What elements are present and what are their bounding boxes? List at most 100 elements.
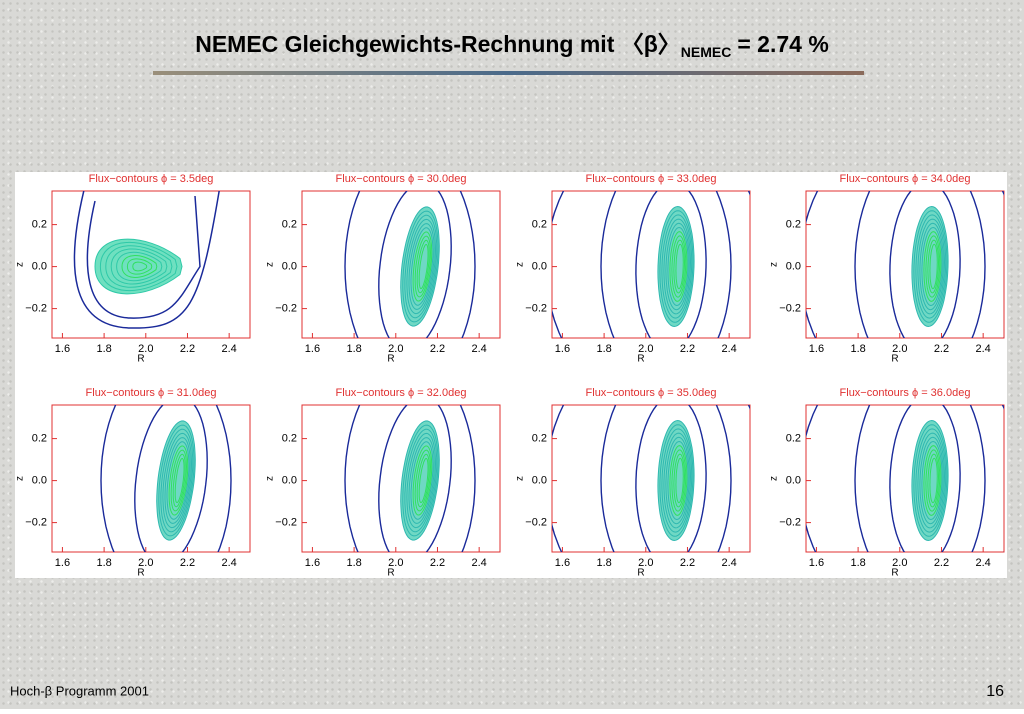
x-axis-label: R [137, 568, 144, 579]
flux-surface [166, 441, 190, 520]
y-tick-label: 0.0 [786, 475, 801, 487]
flux-plot: Flux−contours ϕ = 33.0deg 1.6 1.8 2.0 2.2 2.4… [515, 173, 751, 365]
flux-surface [121, 255, 158, 278]
flux-surface [99, 241, 178, 292]
title-text: NEMEC Gleichgewichts-Rechnung mit 〈β〉 [195, 31, 681, 57]
flux-surface [921, 440, 943, 521]
x-tick-label: 1.8 [850, 343, 865, 355]
flux-surface [404, 428, 438, 533]
contours [344, 191, 476, 338]
flux-surface [667, 440, 689, 521]
x-tick-label: 2.2 [430, 343, 445, 355]
x-axis-label: R [387, 568, 394, 579]
plot-title: Flux−contours ϕ = 31.0deg [86, 387, 217, 399]
x-tick-label: 1.8 [850, 557, 865, 569]
flux-surface [915, 428, 947, 533]
y-tick-label: 0.0 [32, 475, 47, 487]
flux-surface [416, 239, 430, 294]
flux-surface [406, 432, 437, 529]
flux-surface [158, 424, 195, 537]
flux-surface [929, 243, 938, 290]
flux-surface [412, 231, 433, 302]
flux-surface [416, 453, 430, 508]
x-tick-label: 2.0 [388, 343, 403, 355]
flux-surface [673, 453, 685, 508]
flux-plot: Flux−contours ϕ = 35.0deg 1.6 1.8 2.0 2.2 2.4… [515, 387, 751, 579]
y-tick-label: 0.0 [532, 261, 547, 273]
plot-title: Flux−contours ϕ = 30.0deg [336, 173, 467, 185]
flux-surface [164, 437, 191, 524]
outer-contour [134, 405, 208, 552]
y-tick-label: 0.2 [32, 219, 47, 231]
x-tick-label: 2.2 [180, 343, 195, 355]
plot-frame [301, 404, 501, 553]
flux-surface [661, 428, 693, 533]
y-tick-label: −0.2 [275, 517, 297, 529]
outer-contour [889, 405, 961, 552]
flux-surface [418, 244, 429, 289]
x-tick-label: 2.2 [934, 343, 949, 355]
flux-surface [418, 458, 429, 503]
outer-contour [854, 405, 986, 552]
flux-plot: Flux−contours ϕ = 32.0deg 1.6 1.8 2.0 2.2 2.4… [265, 387, 501, 579]
x-tick-label: 2.2 [934, 557, 949, 569]
x-axis-label: R [637, 568, 644, 579]
y-tick-label: 0.2 [282, 219, 297, 231]
flux-surface [414, 235, 432, 298]
y-tick-label: 0.2 [532, 219, 547, 231]
y-tick-label: 0.0 [532, 475, 547, 487]
flux-surface [919, 222, 944, 311]
x-tick-label: 2.0 [638, 557, 653, 569]
flux-surface [168, 445, 189, 516]
y-tick-label: −0.2 [525, 303, 547, 315]
x-tick-label: 1.8 [96, 343, 111, 355]
flux-surface [925, 449, 941, 512]
x-tick-label: 2.4 [222, 343, 237, 355]
x-tick-label: 1.6 [55, 557, 70, 569]
x-tick-label: 2.2 [680, 557, 695, 569]
y-tick-label: 0.2 [32, 433, 47, 445]
flux-surface [671, 449, 687, 512]
outer-contour [600, 191, 732, 338]
x-axis-label: R [387, 354, 394, 365]
x-tick-label: 2.0 [388, 557, 403, 569]
x-tick-label: 1.8 [346, 557, 361, 569]
outer-contour [889, 191, 961, 338]
flux-surface [402, 210, 439, 323]
flux-plot: Flux−contours ϕ = 31.0deg 1.6 1.8 2.0 2.2 2.4… [15, 387, 251, 579]
flux-surface [925, 235, 941, 298]
flux-surface [414, 449, 432, 512]
outer-contour [344, 405, 476, 552]
plot-title: Flux−contours ϕ = 3.5deg [89, 173, 214, 185]
page-number: 16 [986, 683, 1004, 700]
x-tick-label: 1.6 [809, 343, 824, 355]
flux-surface [673, 239, 685, 294]
flux-surface [929, 457, 938, 504]
flux-surface [663, 218, 692, 315]
flux-surface [919, 436, 944, 525]
flux-surface [921, 226, 943, 307]
flux-surface [661, 214, 693, 319]
flux-surface [170, 449, 188, 512]
flux-surface [923, 231, 942, 302]
flux-surface [410, 441, 434, 520]
x-tick-label: 2.4 [722, 557, 737, 569]
flux-surface [110, 248, 168, 285]
flux-surface [402, 424, 439, 537]
flux-surface [665, 436, 690, 525]
flux-surface [126, 258, 153, 275]
flux-surface [927, 239, 939, 294]
contours [806, 405, 1004, 552]
flux-surface [116, 251, 163, 282]
x-tick-label: 1.6 [555, 557, 570, 569]
outer-contour [86, 195, 201, 319]
flux-surface [917, 432, 946, 529]
x-tick-label: 1.6 [305, 557, 320, 569]
plots: Flux−contours ϕ = 3.5deg 1.6 1.8 2.0 2.2 2.4 0… [15, 173, 1005, 579]
x-tick-label: 1.8 [596, 557, 611, 569]
flux-surface [406, 218, 437, 315]
flux-plot: Flux−contours ϕ = 30.0deg 1.6 1.8 2.0 2.2 2.4… [265, 173, 501, 365]
plot-frame [301, 190, 501, 339]
flux-surface [94, 238, 183, 295]
